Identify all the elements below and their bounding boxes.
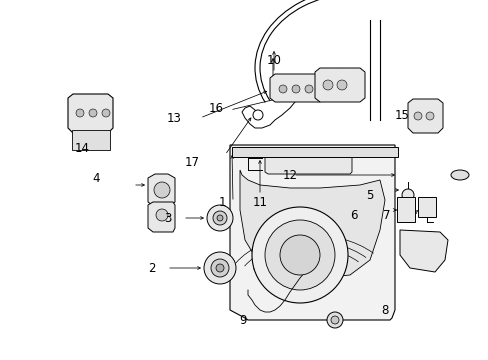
- Polygon shape: [229, 145, 394, 320]
- Polygon shape: [269, 74, 325, 102]
- Polygon shape: [240, 170, 384, 278]
- Circle shape: [413, 112, 421, 120]
- Circle shape: [203, 252, 236, 284]
- Circle shape: [279, 85, 286, 93]
- Circle shape: [280, 235, 319, 275]
- Text: 11: 11: [252, 195, 267, 208]
- Bar: [72, 130, 110, 150]
- Text: 3: 3: [164, 212, 171, 225]
- Circle shape: [291, 85, 299, 93]
- Circle shape: [89, 109, 97, 117]
- Circle shape: [206, 205, 232, 231]
- Text: 1: 1: [218, 195, 225, 208]
- Text: 5: 5: [366, 189, 373, 202]
- Text: 17: 17: [184, 156, 199, 168]
- Bar: [231, 147, 397, 157]
- Text: 9: 9: [239, 314, 246, 327]
- Circle shape: [264, 220, 334, 290]
- Polygon shape: [148, 202, 175, 232]
- Circle shape: [326, 312, 342, 328]
- Circle shape: [336, 80, 346, 90]
- Circle shape: [251, 207, 347, 303]
- Circle shape: [217, 215, 223, 221]
- Circle shape: [154, 182, 170, 198]
- Text: 14: 14: [74, 141, 89, 154]
- Text: 16: 16: [208, 102, 223, 114]
- Circle shape: [102, 109, 110, 117]
- Bar: [396, 197, 414, 222]
- Circle shape: [216, 264, 224, 272]
- Circle shape: [305, 85, 312, 93]
- Text: 8: 8: [381, 303, 388, 316]
- Circle shape: [425, 112, 433, 120]
- Polygon shape: [314, 68, 364, 102]
- Circle shape: [156, 209, 168, 221]
- Polygon shape: [407, 99, 442, 133]
- Circle shape: [330, 316, 338, 324]
- Text: 10: 10: [266, 54, 281, 67]
- Circle shape: [76, 109, 84, 117]
- Ellipse shape: [450, 170, 468, 180]
- Circle shape: [210, 259, 228, 277]
- Polygon shape: [68, 94, 113, 133]
- Circle shape: [401, 189, 413, 201]
- Text: 15: 15: [394, 108, 408, 122]
- Polygon shape: [148, 174, 175, 207]
- Text: 7: 7: [383, 208, 390, 221]
- Text: 2: 2: [148, 261, 156, 275]
- Text: 4: 4: [92, 171, 100, 185]
- Polygon shape: [264, 156, 351, 174]
- Polygon shape: [399, 230, 447, 272]
- Circle shape: [213, 211, 226, 225]
- Circle shape: [252, 110, 263, 120]
- Text: 12: 12: [282, 168, 297, 181]
- Text: 6: 6: [349, 208, 357, 221]
- Text: 13: 13: [166, 112, 181, 125]
- Circle shape: [323, 80, 332, 90]
- Bar: [417, 197, 435, 217]
